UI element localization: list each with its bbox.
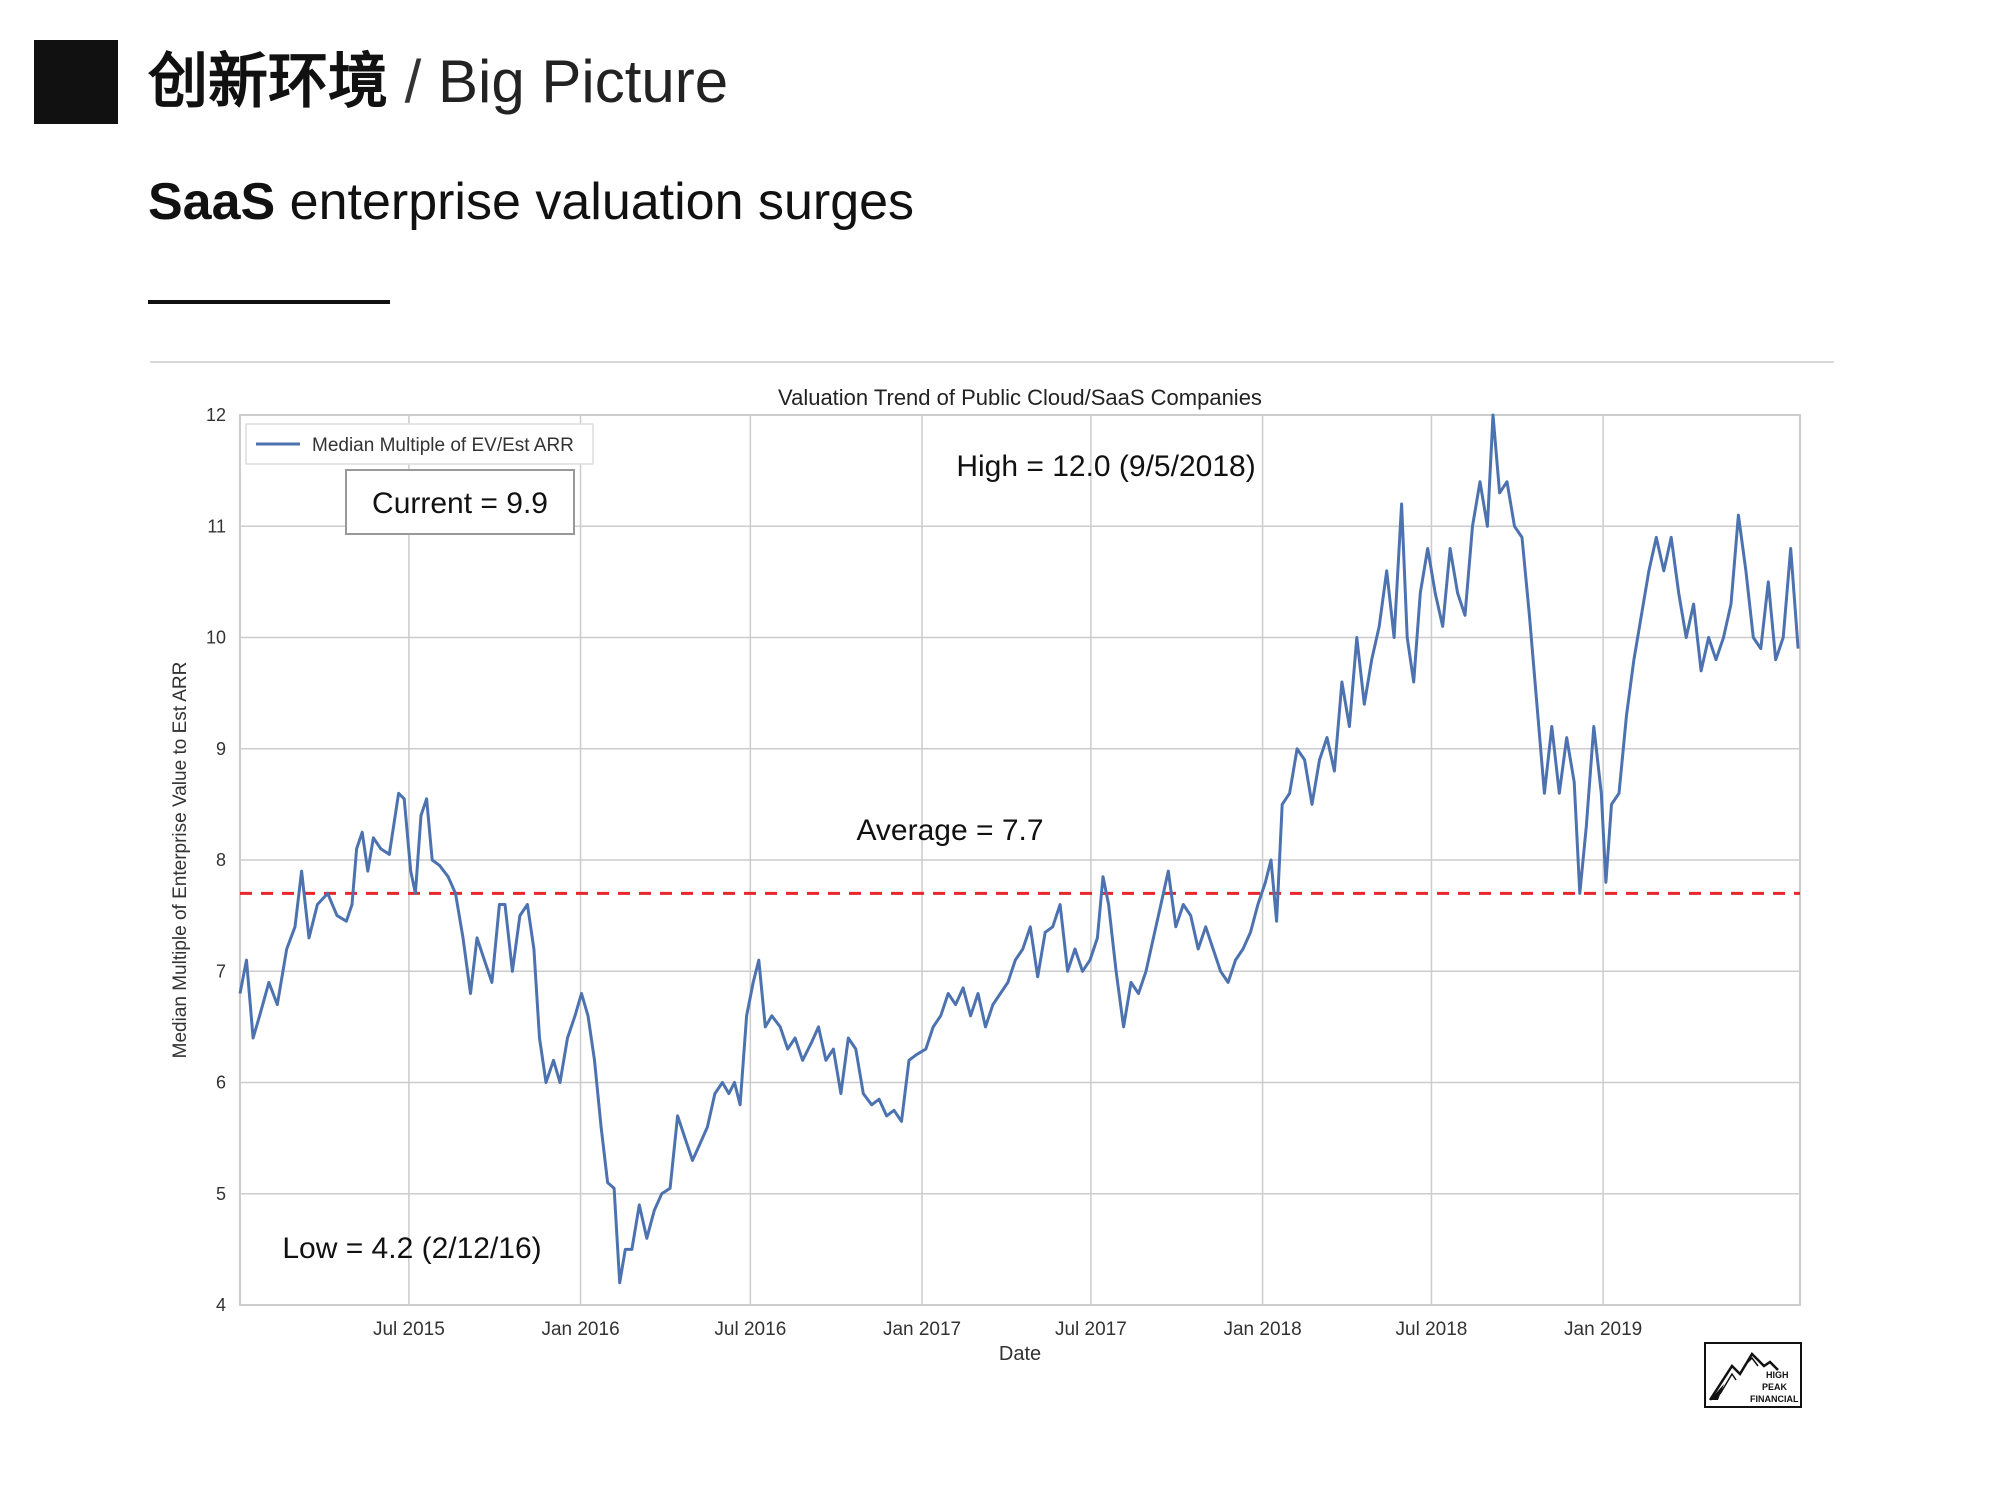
title-underline [148, 300, 390, 304]
y-tick-label: 7 [216, 961, 226, 981]
legend: Median Multiple of EV/Est ARR [245, 423, 594, 465]
y-tick-label: 8 [216, 850, 226, 870]
x-tick-label: Jan 2018 [1223, 1319, 1301, 1340]
mountain-logo-icon: HIGH PEAK FINANCIAL [1708, 1351, 1799, 1404]
current-annotation-text: Current = 9.9 [372, 487, 548, 520]
x-tick-label: Jul 2016 [714, 1319, 786, 1340]
logo-line-1: HIGH [1766, 1370, 1789, 1380]
chart-title: Valuation Trend of Public Cloud/SaaS Com… [778, 385, 1262, 410]
y-tick-label: 11 [207, 516, 226, 536]
x-tick-label: Jul 2015 [373, 1319, 445, 1340]
x-tick-label: Jan 2016 [541, 1319, 619, 1340]
series-layer [238, 413, 1800, 1285]
slide-subtitle: SaaS enterprise valuation surges [148, 170, 914, 234]
title-block-marker [34, 40, 118, 124]
y-tick-label: 12 [206, 405, 226, 425]
current-annotation-box [345, 469, 575, 535]
subtitle-bold-word: SaaS [148, 173, 276, 231]
high-peak-financial-logo: HIGH PEAK FINANCIAL [1704, 1342, 1802, 1408]
x-tick-label: Jul 2017 [1055, 1319, 1127, 1340]
valuation-trend-chart: 4 5 6 7 8 9 10 11 12 Jul 2015 Jan 2016 Jul 2016 Jan … [170, 385, 1801, 1365]
y-tick-label: 6 [216, 1073, 226, 1093]
average-annotation: Average = 7.7 [856, 814, 1043, 847]
x-axis-label: Date [999, 1343, 1041, 1365]
logo-line-3: FINANCIAL [1750, 1394, 1799, 1404]
slide-title: 创新环境 / Big Picture [148, 42, 728, 122]
current-annotation: Current = 9.9 [345, 469, 575, 535]
low-annotation: Low = 4.2 (2/12/16) [282, 1232, 541, 1265]
slide-title-separator: / [404, 48, 422, 115]
legend-box [245, 423, 594, 465]
series-line [238, 413, 1800, 1285]
section-divider [150, 361, 1834, 363]
subtitle-rest: enterprise valuation surges [289, 173, 915, 231]
tick-labels: 4 5 6 7 8 9 10 11 12 Jul 2015 Jan 2016 Jul 2016 Jan … [206, 405, 1642, 1340]
legend-label: Median Multiple of EV/Est ARR [312, 435, 574, 456]
x-tick-label: Jul 2018 [1396, 1319, 1468, 1340]
slide-title-chinese: 创新环境 [148, 47, 388, 117]
x-tick-label: Jan 2017 [883, 1319, 961, 1340]
y-tick-label: 9 [216, 739, 226, 759]
logo-line-2: PEAK [1762, 1382, 1788, 1392]
y-tick-label: 4 [216, 1295, 226, 1315]
y-tick-label: 5 [216, 1184, 226, 1204]
y-tick-label: 10 [206, 628, 226, 648]
high-annotation: High = 12.0 (9/5/2018) [956, 450, 1255, 483]
slide-title-english: Big Picture [438, 48, 729, 115]
x-tick-label: Jan 2019 [1564, 1319, 1642, 1340]
y-axis-label: Median Multiple of Enterprise Value to E… [170, 662, 191, 1059]
